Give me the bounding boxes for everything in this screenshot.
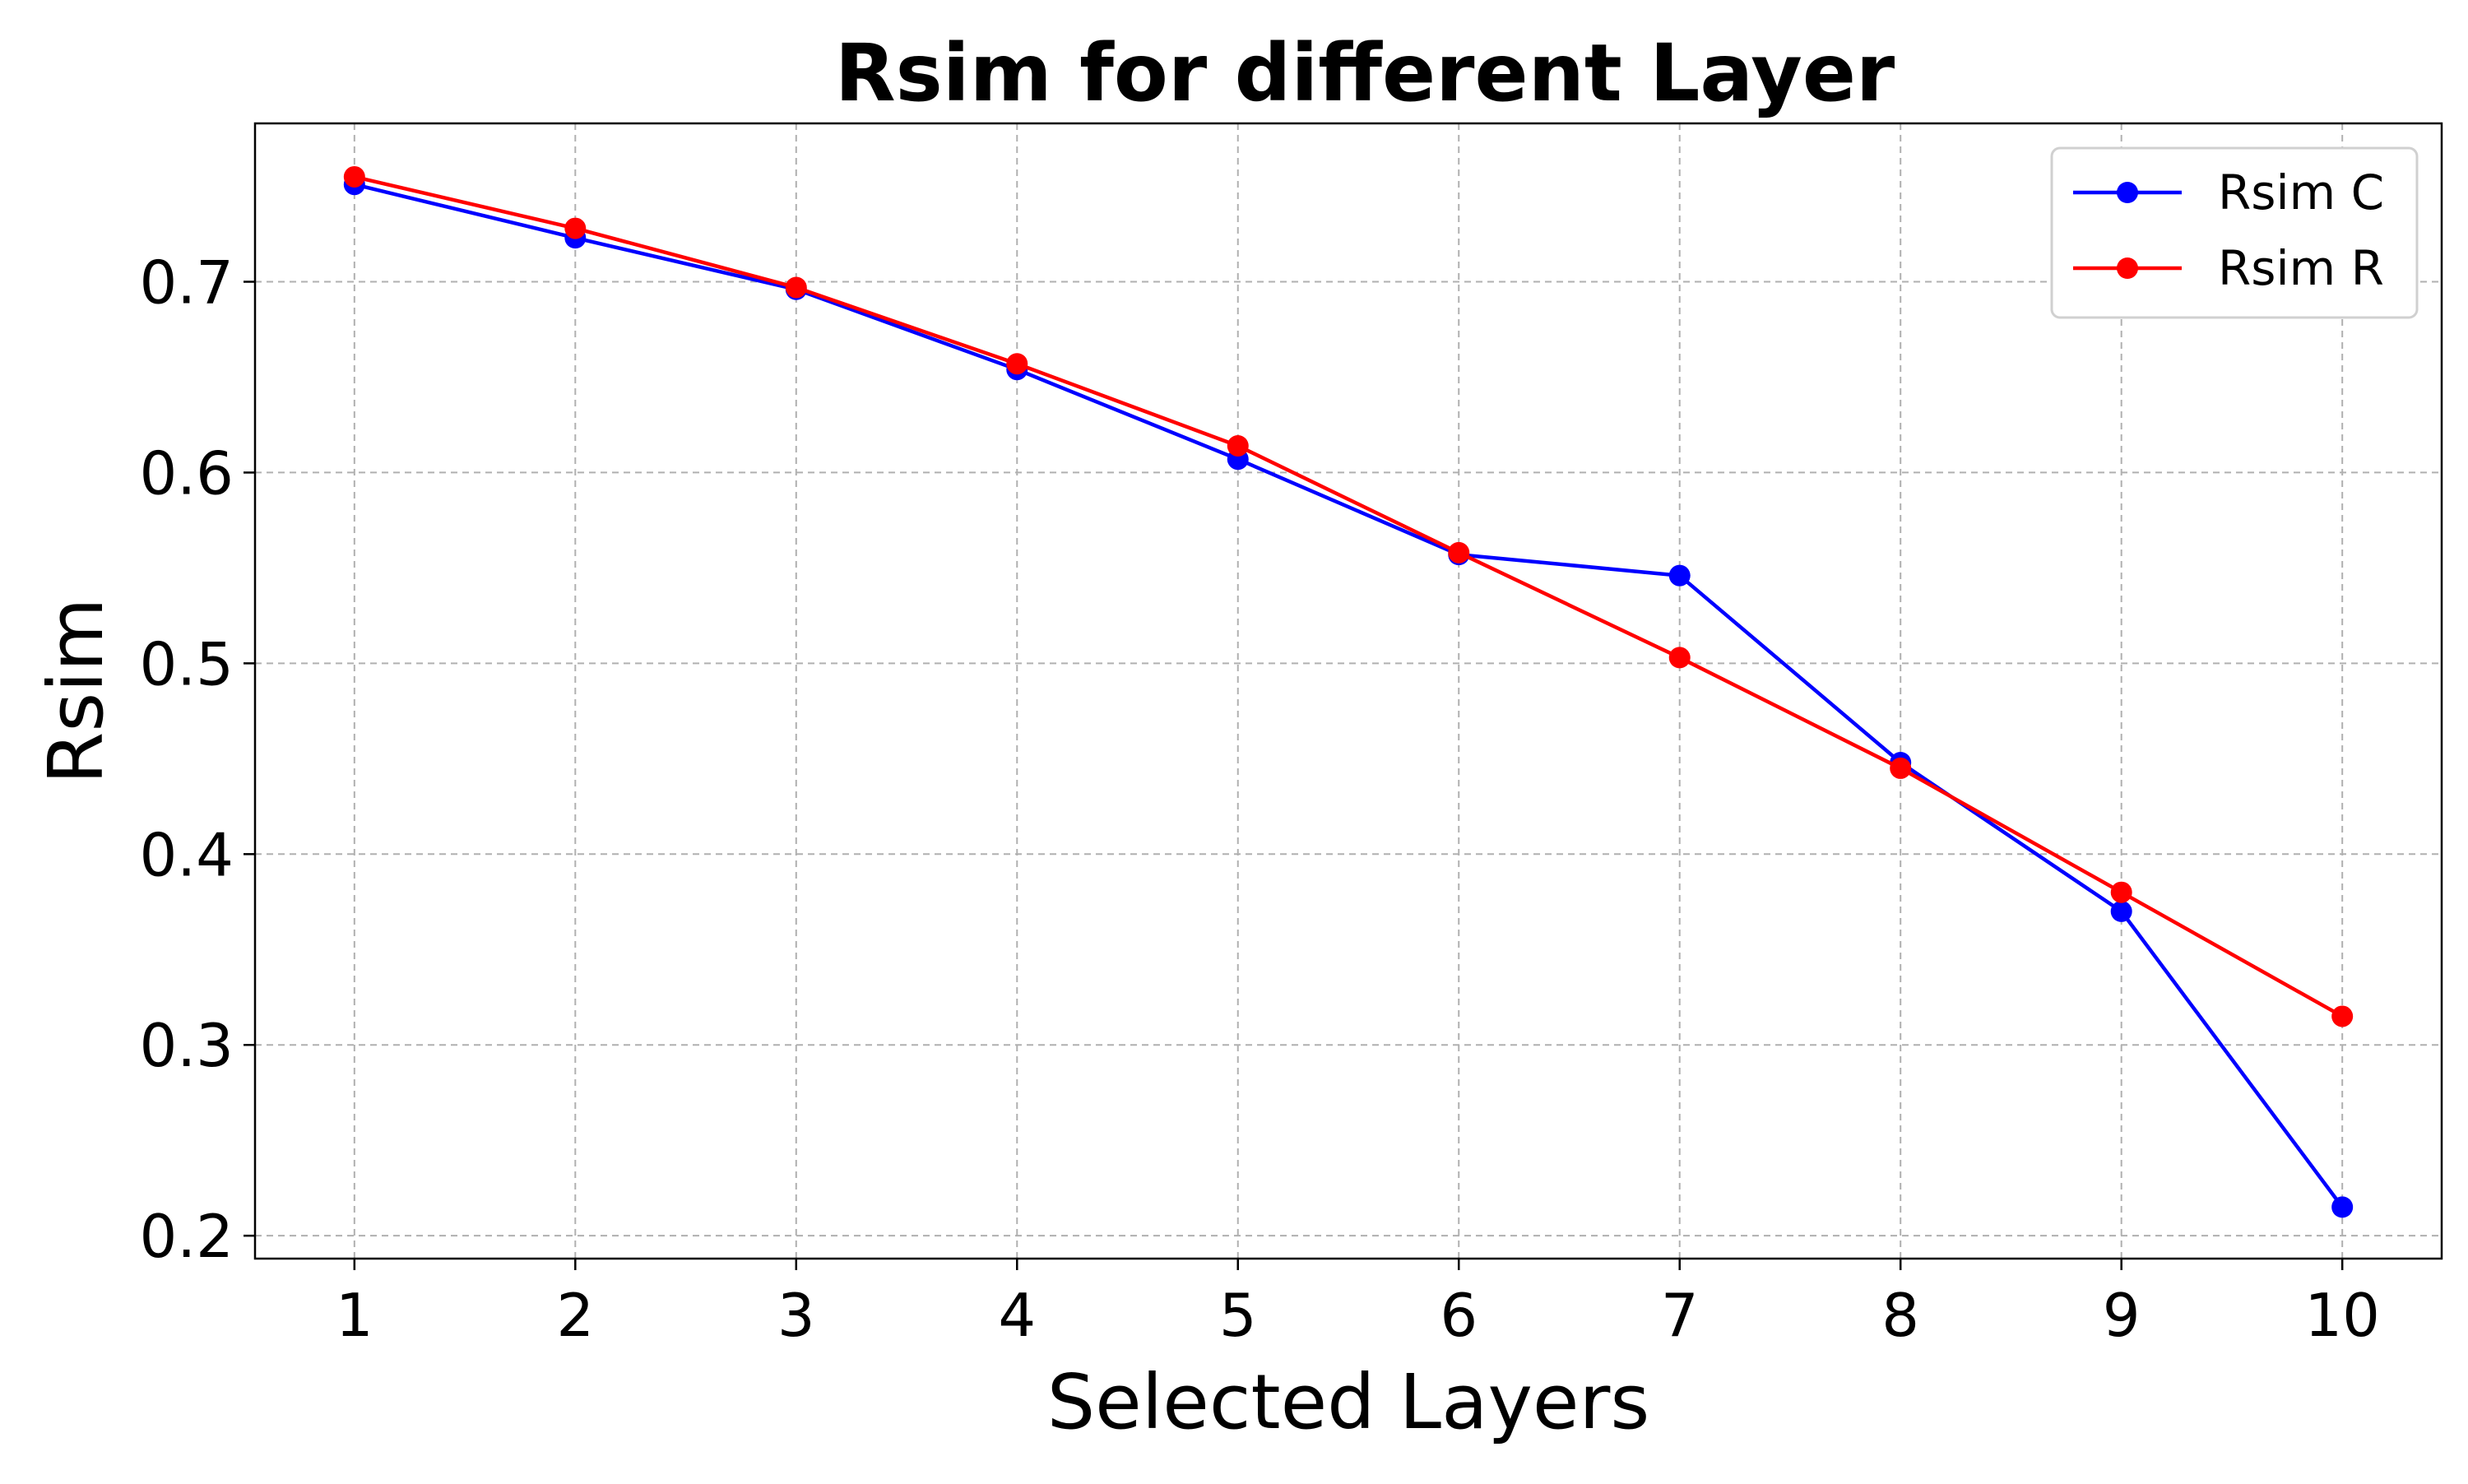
series-line <box>352 174 2345 1018</box>
y-tick-label: 0.3 <box>139 1011 234 1080</box>
y-tick-label: 0.4 <box>139 820 234 889</box>
legend-item: Rsim C <box>2073 165 2384 220</box>
data-point <box>1890 757 1912 779</box>
x-tick-label: 1 <box>336 1281 373 1350</box>
x-axis-label: Selected Layers <box>1047 1358 1650 1446</box>
x-tick-label: 4 <box>998 1281 1036 1350</box>
y-axis-ticks: 0.2 0.3 0.4 0.5 0.6 0.7 <box>139 248 255 1271</box>
legend-items: Rsim C Rsim R <box>2073 165 2384 296</box>
x-tick-label: 2 <box>556 1281 594 1350</box>
legend-label: Rsim C <box>2218 165 2384 220</box>
y-tick-label: 0.7 <box>139 248 234 318</box>
plot-area-frame <box>253 122 2443 1260</box>
data-point <box>785 276 807 299</box>
data-point <box>343 165 365 188</box>
legend-marker <box>2117 182 2138 203</box>
series-line <box>352 182 2345 1209</box>
x-tick-label: 7 <box>1661 1281 1699 1350</box>
x-tick-label: 8 <box>1881 1281 1919 1350</box>
legend-box <box>2050 146 2419 319</box>
y-tick-label: 0.5 <box>139 629 234 698</box>
data-point <box>2331 1005 2354 1027</box>
data-point <box>1006 353 1028 375</box>
data-point <box>2110 900 2132 922</box>
data-point <box>1668 564 1691 587</box>
legend-label: Rsim R <box>2218 240 2384 296</box>
series-group <box>343 165 2354 1218</box>
y-tick-label: 0.2 <box>139 1202 234 1271</box>
x-tick-label: 9 <box>2103 1281 2141 1350</box>
legend-item: Rsim R <box>2073 240 2384 296</box>
x-tick-label: 3 <box>777 1281 815 1350</box>
legend: Rsim C Rsim R <box>2050 146 2419 319</box>
data-point <box>1668 647 1691 669</box>
data-point <box>2110 881 2132 903</box>
y-tick-label: 0.6 <box>139 438 234 508</box>
chart-title: Rsim for different Layer <box>835 27 1895 119</box>
x-axis-ticks: 1 2 3 4 5 6 7 8 9 10 <box>336 1259 2380 1350</box>
x-tick-label: 6 <box>1440 1281 1478 1350</box>
legend-marker <box>2117 257 2138 279</box>
data-point <box>564 217 587 239</box>
data-point <box>1448 541 1470 563</box>
x-tick-label: 5 <box>1219 1281 1257 1350</box>
data-point <box>1227 434 1249 457</box>
data-point <box>2331 1196 2354 1218</box>
x-tick-label: 10 <box>2304 1281 2380 1350</box>
y-axis-label: Rsim <box>32 597 120 784</box>
series-rsim-r <box>343 165 2354 1027</box>
